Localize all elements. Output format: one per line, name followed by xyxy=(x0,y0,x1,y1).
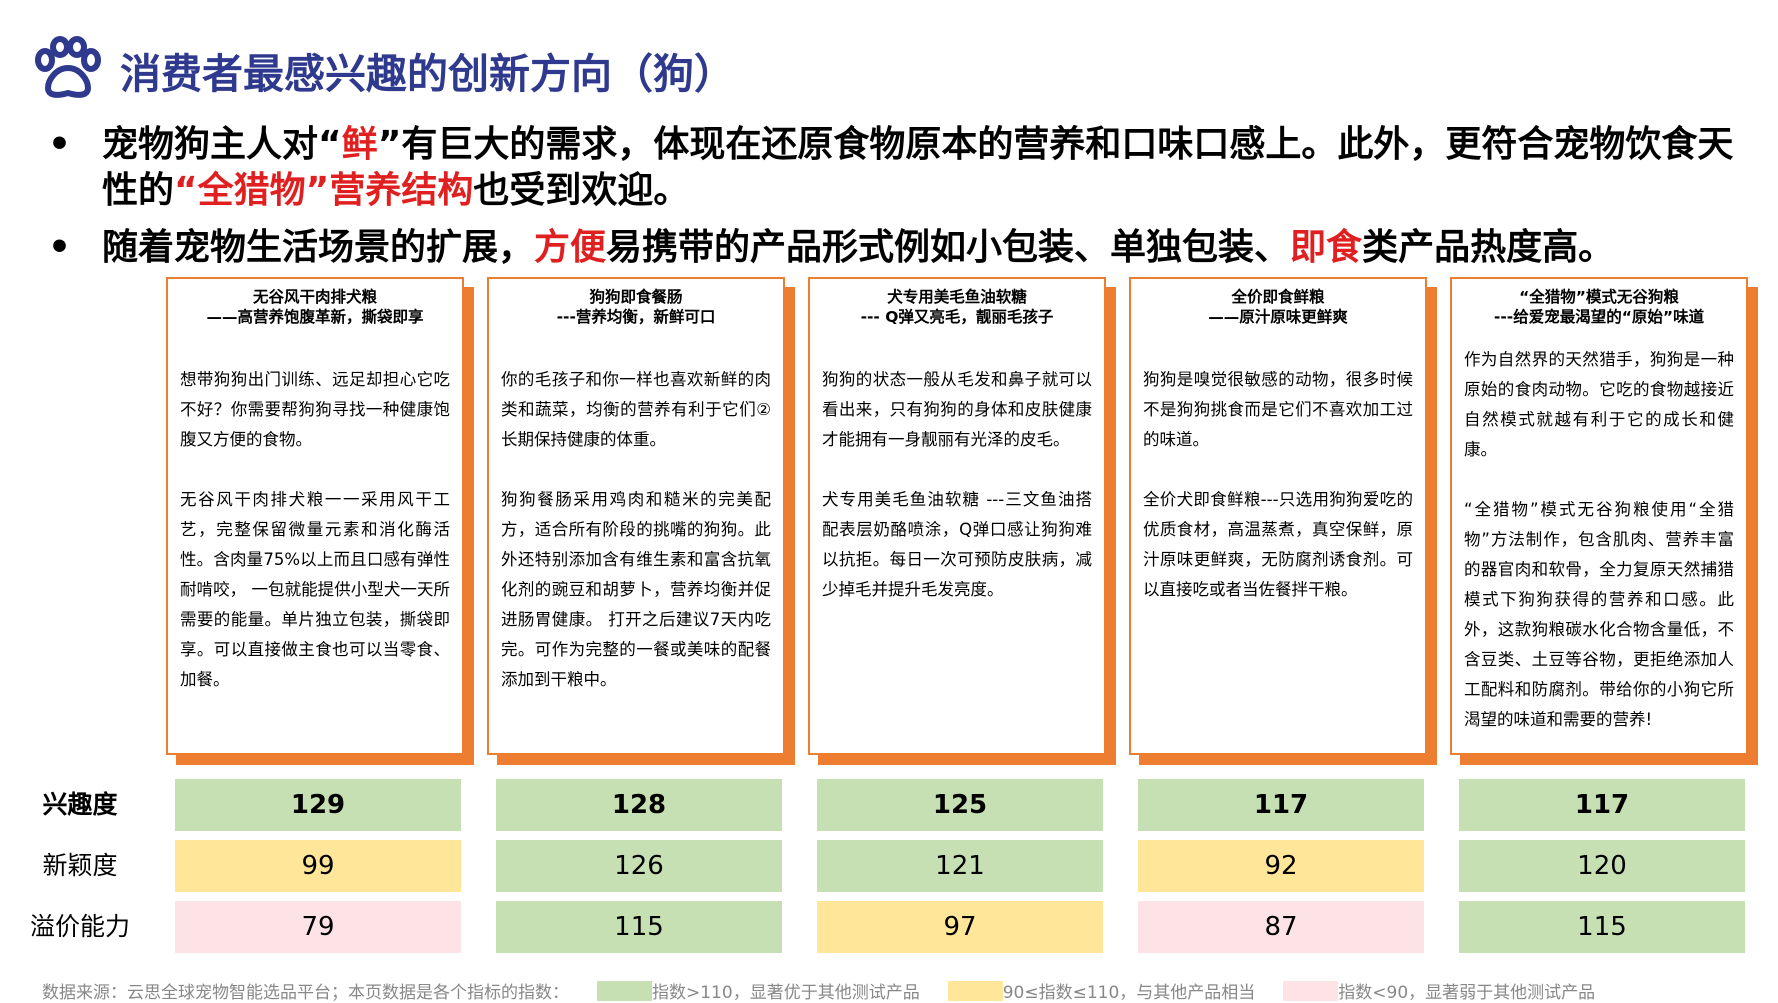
bullet-text: 宠物狗主人对“鲜”有巨大的需求，体现在还原食物原本的营养和口味口感上。此外，更符… xyxy=(102,122,1748,214)
card-paragraph: 想带狗狗出门训练、远足却担心它吃不好？你需要帮狗狗寻找一种健康饱腹又方便的食物。 xyxy=(180,370,450,449)
highlight-text: “全猎物”营养结构 xyxy=(174,170,474,211)
card-subtitle: ---营养均衡，新鲜可口 xyxy=(556,308,716,326)
metric-cell: 97 xyxy=(817,901,1103,953)
metric-cell: 115 xyxy=(1459,901,1745,953)
card-title: 犬专用美毛鱼油软糖 xyxy=(887,288,1027,306)
text: 也受到欢迎。 xyxy=(473,170,690,211)
product-card: 无谷风干肉排犬粮 ——高营养饱腹革新，撕袋即享想带狗狗出门训练、远足却担心它吃不好… xyxy=(166,277,464,755)
source-note: 数据来源：云思全球宠物智能选品平台；本页数据是各个指标的指数： xyxy=(42,983,569,1003)
metric-cell: 125 xyxy=(817,779,1103,831)
metric-label: 新颖度 xyxy=(42,851,118,880)
card-paragraph: 全价犬即食鲜粮---只选用狗狗爱吃的优质食材，高温蒸煮，真空保鲜，原汁原味更鲜爽… xyxy=(1143,490,1413,599)
card-paragraph: 你的毛孩子和你一样也喜欢新鲜的肉类和蔬菜，均衡的营养有利于它们②长期保持健康的体… xyxy=(501,370,771,449)
metric-cell: 126 xyxy=(496,840,782,892)
legend-label: 指数>110，显著优于其他测试产品 xyxy=(652,983,920,1003)
card-paragraph: 狗狗的状态一般从毛发和鼻子就可以看出来，只有狗狗的身体和皮肤健康才能拥有一身靓丽… xyxy=(822,370,1092,449)
card-paragraph: 狗狗餐肠采用鸡肉和糙米的完美配方，适合所有阶段的挑嘴的狗狗。此外还特别添加含有维… xyxy=(501,490,771,689)
card-body: 你的毛孩子和你一样也喜欢新鲜的肉类和蔬菜，均衡的营养有利于它们②长期保持健康的体… xyxy=(489,365,783,695)
metric-label: 兴趣度 xyxy=(42,790,118,819)
bullet-text: 随着宠物生活场景的扩展，方便易携带的产品形式例如小包装、单独包装、即食类产品热度… xyxy=(102,225,1748,271)
card-paragraph: 无谷风干肉排犬粮一一采用风干工艺，完整保留微量元素和消化酶活性。含肉量75%以上… xyxy=(180,490,450,689)
card-paragraph: “全猎物”模式无谷狗粮使用“全猎物”方法制作，包含肌肉、营养丰富的器官肉和软骨，… xyxy=(1464,500,1734,729)
card-header: 无谷风干肉排犬粮 ——高营养饱腹革新，撕袋即享 xyxy=(168,287,462,327)
text: 随着宠物生活场景的扩展， xyxy=(102,227,535,268)
legend-label: 指数<90，显著弱于其他测试产品 xyxy=(1338,983,1596,1003)
card-subtitle: ——高营养饱腹革新，撕袋即享 xyxy=(206,308,424,326)
card-paragraph: 狗狗是嗅觉很敏感的动物，很多时候不是狗狗挑食而是它们不喜欢加工过的味道。 xyxy=(1143,370,1413,449)
card-header: “全猎物”模式无谷狗粮 ---给爱宠最渴望的“原始”味道 xyxy=(1452,287,1746,327)
card-paragraph: 作为自然界的天然猎手，狗狗是一种原始的食肉动物。它吃的食物越接近自然模式就越有利… xyxy=(1464,350,1734,459)
legend-swatch xyxy=(1283,980,1339,1001)
card-body: 狗狗是嗅觉很敏感的动物，很多时候不是狗狗挑食而是它们不喜欢加工过的味道。全价犬即… xyxy=(1131,365,1425,605)
metric-label: 溢价能力 xyxy=(29,912,130,941)
metric-cell: 92 xyxy=(1138,840,1424,892)
text: 易携带的产品形式例如小包装、单独包装、 xyxy=(606,227,1291,268)
text: 类产品热度高。 xyxy=(1362,227,1615,268)
card-subtitle: --- Q弹又亮毛，靓丽毛孩子 xyxy=(860,308,1054,326)
metric-cell: 79 xyxy=(175,901,461,953)
card-subtitle: ——原汁原味更鲜爽 xyxy=(1208,308,1348,326)
metric-cell: 117 xyxy=(1138,779,1424,831)
bullet: • 宠物狗主人对“鲜”有巨大的需求，体现在还原食物原本的营养和口味口感上。此外，更… xyxy=(48,122,1748,214)
text: 宠物狗主人对“ xyxy=(102,124,342,165)
card-body: 作为自然界的天然猎手，狗狗是一种原始的食肉动物。它吃的食物越接近自然模式就越有利… xyxy=(1452,345,1746,735)
highlight-text: 鲜 xyxy=(341,124,378,165)
card-body: 狗狗的状态一般从毛发和鼻子就可以看出来，只有狗狗的身体和皮肤健康才能拥有一身靓丽… xyxy=(810,365,1104,605)
footer: 数据来源：云思全球宠物智能选品平台；本页数据是各个指标的指数： 指数>110，显… xyxy=(42,978,1595,1003)
product-card: 全价即食鲜粮 ——原汁原味更鲜爽狗狗是嗅觉很敏感的动物，很多时候不是狗狗挑食而是它… xyxy=(1129,277,1427,755)
metric-cell: 115 xyxy=(496,901,782,953)
card-header: 犬专用美毛鱼油软糖 --- Q弹又亮毛，靓丽毛孩子 xyxy=(810,287,1104,327)
metric-cell: 87 xyxy=(1138,901,1424,953)
card-title: 全价即食鲜粮 xyxy=(1231,288,1325,306)
card-paragraph: 犬专用美毛鱼油软糖 ---三文鱼油搭配表层奶酪喷涂，Q弹口感让狗狗难以抗拒。每日… xyxy=(822,490,1092,599)
card-title: “全猎物”模式无谷狗粮 xyxy=(1519,288,1679,306)
card-title: 狗狗即食餐肠 xyxy=(589,288,683,306)
page-title: 消费者最感兴趣的创新方向（狗） xyxy=(120,50,735,98)
product-card: 犬专用美毛鱼油软糖 --- Q弹又亮毛，靓丽毛孩子狗狗的状态一般从毛发和鼻子就可以… xyxy=(808,277,1106,755)
text: ”有巨大的需求，体现在还原食物原本的营养和口味口感上。此外，更符合宠物饮食天性的 xyxy=(102,124,1734,211)
metric-cell: 128 xyxy=(496,779,782,831)
card-header: 全价即食鲜粮 ——原汁原味更鲜爽 xyxy=(1131,287,1425,327)
metric-cell: 117 xyxy=(1459,779,1745,831)
bullet: • 随着宠物生活场景的扩展，方便易携带的产品形式例如小包装、单独包装、即食类产品热… xyxy=(48,225,1748,271)
metric-cell: 99 xyxy=(175,840,461,892)
metric-cell: 120 xyxy=(1459,840,1745,892)
card-body: 想带狗狗出门训练、远足却担心它吃不好？你需要帮狗狗寻找一种健康饱腹又方便的食物。… xyxy=(168,365,462,695)
legend-swatch xyxy=(597,980,652,1001)
legend-swatch xyxy=(947,980,1003,1001)
highlight-text: 方便 xyxy=(534,227,607,268)
product-card: “全猎物”模式无谷狗粮 ---给爱宠最渴望的“原始”味道作为自然界的天然猎手，狗狗… xyxy=(1450,277,1748,755)
card-subtitle: ---给爱宠最渴望的“原始”味道 xyxy=(1493,308,1705,326)
bullet-marker: • xyxy=(48,227,72,268)
card-title: 无谷风干肉排犬粮 xyxy=(252,288,377,306)
metric-cell: 121 xyxy=(817,840,1103,892)
legend-label: 90≤指数≤110，与其他产品相当 xyxy=(1002,983,1256,1003)
card-header: 狗狗即食餐肠 ---营养均衡，新鲜可口 xyxy=(489,287,783,327)
product-card: 狗狗即食餐肠 ---营养均衡，新鲜可口你的毛孩子和你一样也喜欢新鲜的肉类和蔬菜，均… xyxy=(487,277,785,755)
metric-cell: 129 xyxy=(175,779,461,831)
highlight-text: 即食 xyxy=(1290,227,1363,268)
bullet-marker: • xyxy=(48,124,72,165)
paw-icon xyxy=(35,36,101,98)
